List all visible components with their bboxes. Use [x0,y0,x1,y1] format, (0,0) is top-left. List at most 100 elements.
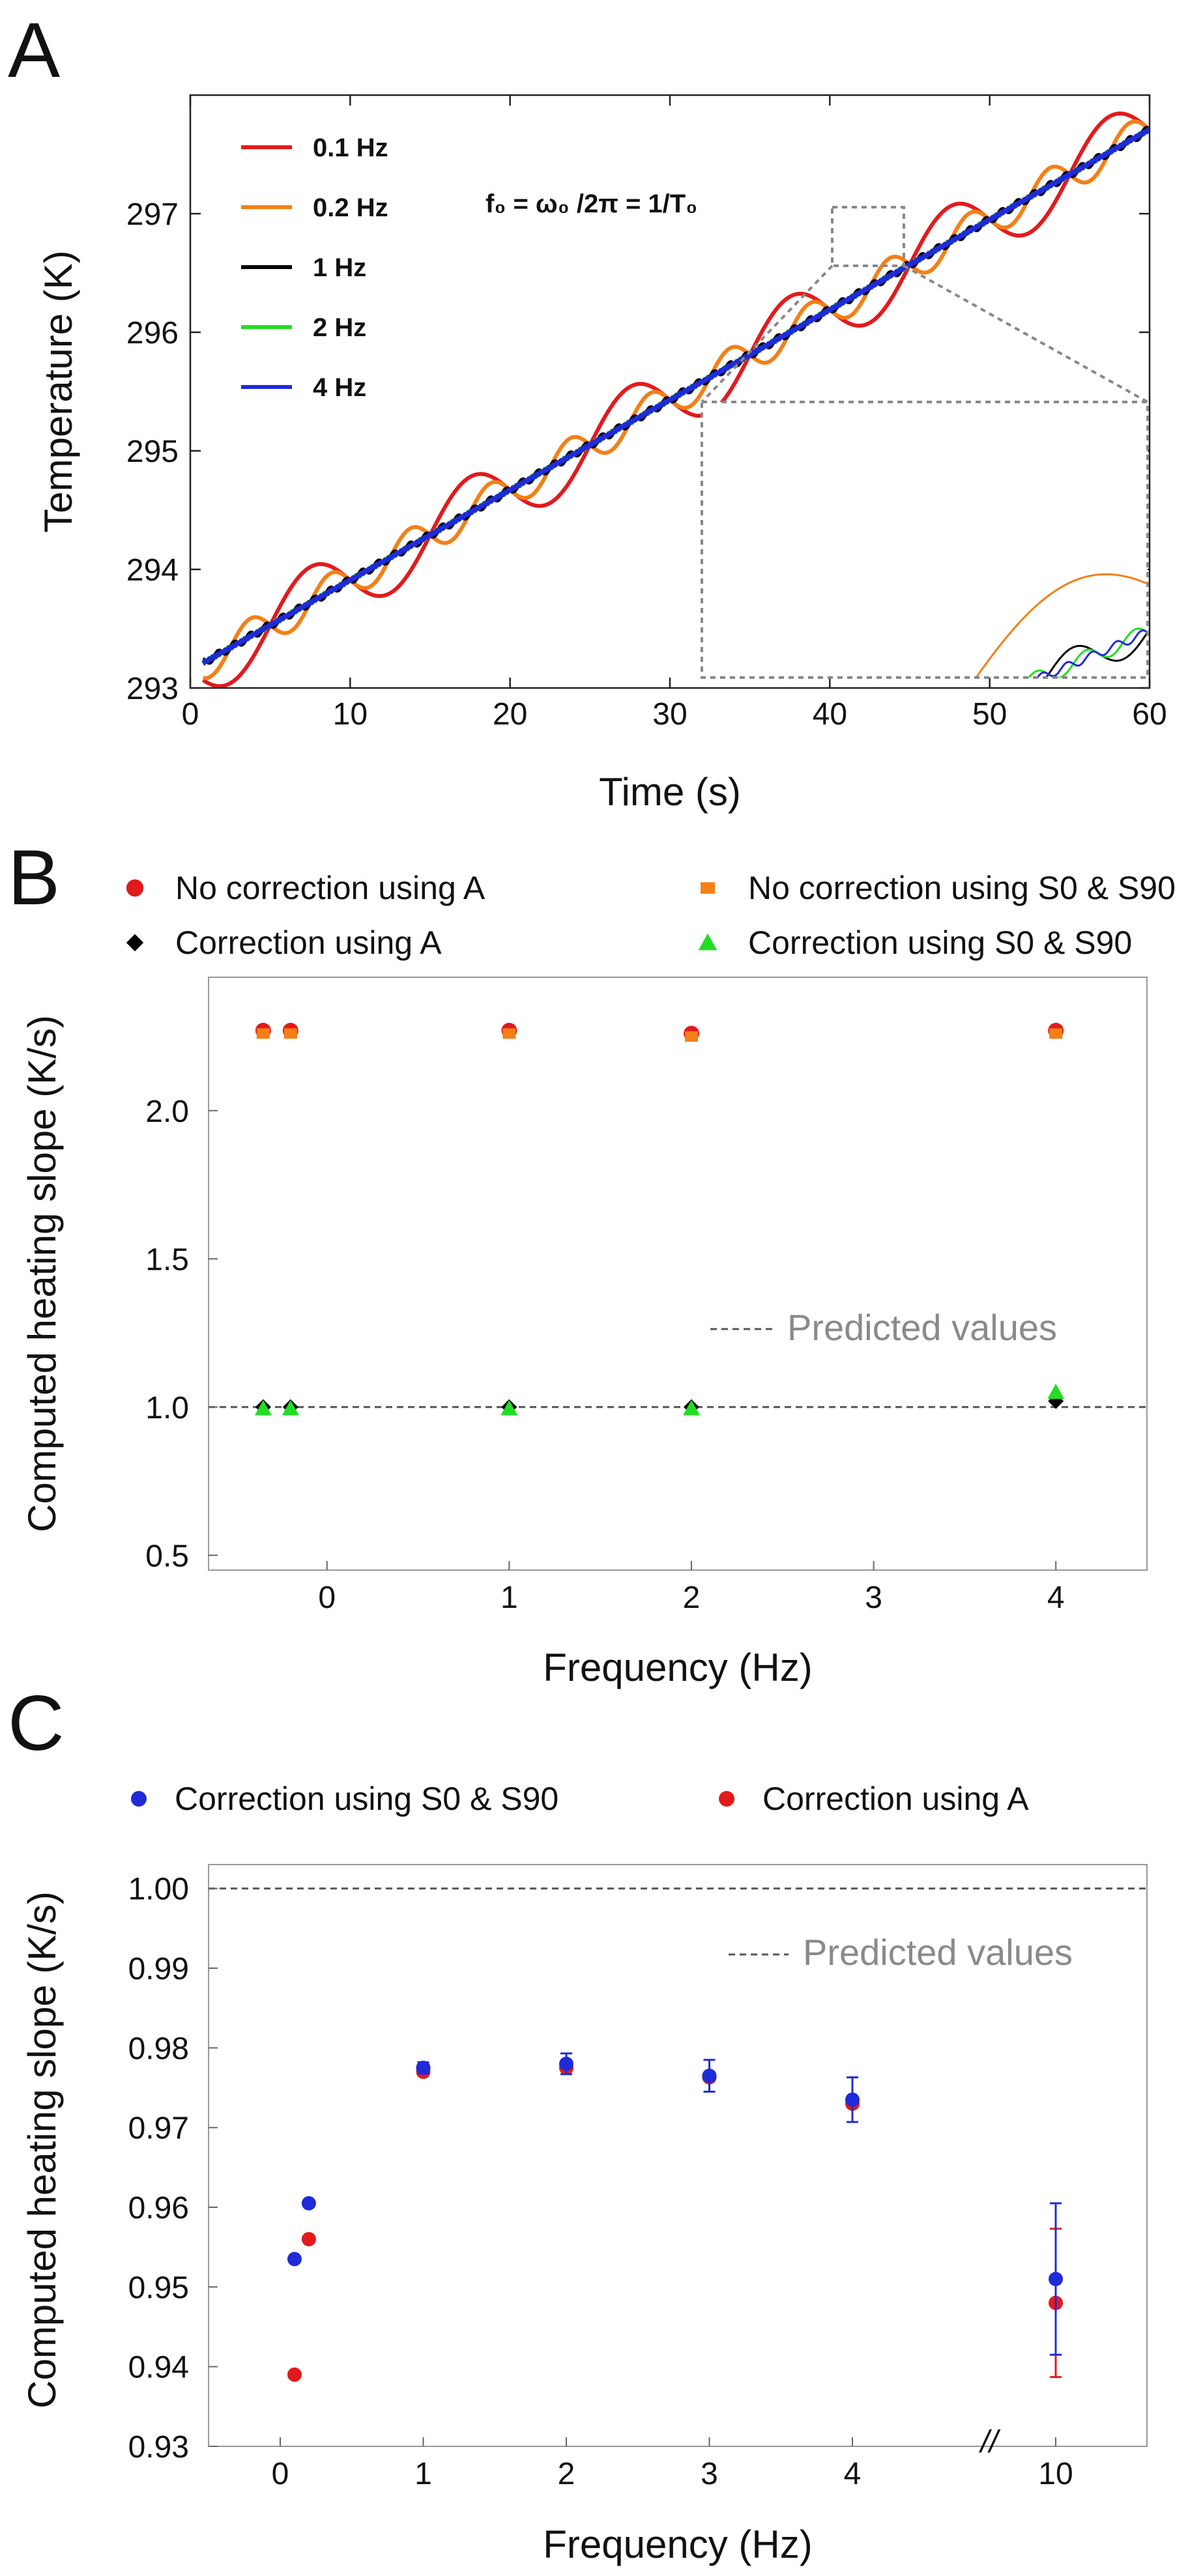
y-tick-label: 0.95 [128,2270,189,2305]
legend-label: No correction using S0 & S90 [748,870,1176,906]
panel-a-xlabel: Time (s) [599,770,741,814]
x-tick-label: 0 [272,2457,289,2491]
x-tick-label: 20 [493,697,527,732]
x-tick-label: 4 [844,2457,862,2491]
y-tick-label: 295 [126,435,179,469]
x-tick-label: 30 [652,697,687,732]
y-tick-label: 294 [126,553,179,588]
y-tick-label: 297 [126,197,179,232]
x-tick-label: 0 [318,1581,336,1615]
zoom-connector-left [701,265,833,403]
x-tick-label: 40 [813,697,847,732]
panel-b-xlabel: Frequency (Hz) [543,1646,812,1689]
data-point-triangle [682,1400,700,1416]
y-tick-label: 1.0 [145,1391,189,1425]
x-tick-label: 1 [414,2457,432,2491]
data-point [416,2060,431,2075]
zoom-inset [692,573,1157,895]
panel-c-chart: Correction using S0 & S90 Correction usin… [20,1781,1148,2566]
legend-label: 2 Hz [313,313,366,342]
inset-frame [701,401,1149,679]
panel-b-chart: No correction using A No correction using… [20,870,1176,1689]
panel-b-predicted-label: Predicted values [787,1307,1057,1348]
series-line-4-Hz [201,126,1150,666]
x-tick-label: 3 [865,1581,882,1615]
zoom-region-box [831,206,905,267]
x-tick-label: 10 [1038,2457,1073,2491]
data-point-square [701,882,715,894]
y-tick-label: 0.93 [128,2430,189,2465]
data-point-square [502,1028,516,1039]
panel-label-a: A [8,7,60,94]
legend-label: 4 Hz [313,373,366,402]
y-tick-label: 0.94 [128,2351,189,2385]
data-point [301,2231,316,2246]
data-point [301,2196,316,2211]
y-tick-label: 0.98 [128,2031,189,2066]
data-point-triangle [282,1400,299,1416]
y-tick-label: 2.0 [145,1095,189,1129]
x-tick-label: 3 [701,2457,718,2491]
data-point-triangle [500,1400,518,1416]
data-point-square [256,1028,270,1039]
inset-series-line [692,669,1157,895]
panel-b-legend: No correction using A No correction using… [126,870,1176,961]
legend-label: Correction using A [175,924,442,961]
inset-background [702,402,1148,678]
panel-c-frame [208,1864,1148,2447]
panel-label-c: C [8,1680,65,1767]
legend-swatch [131,1791,147,1807]
data-point-circle [126,879,144,897]
data-point-triangle [254,1400,272,1416]
x-tick-label: 2 [683,1581,701,1615]
inset-series-line [1027,627,1148,678]
panel-a-ylabel: Temperature (K) [36,250,80,532]
data-point [1049,2272,1063,2287]
data-point-square [684,1031,698,1042]
inset-series-line [974,573,1148,678]
legend-label: 0.2 Hz [313,193,388,222]
data-point-square [1049,1028,1063,1039]
panel-c-ylabel: Computed heating slope (K/s) [20,1891,64,2409]
y-tick-label: 0.5 [145,1539,189,1573]
legend-label: Correction using A [762,1781,1029,1817]
panel-a-chart: 0 10 20 30 40 50 60 293 294 295 296 297 Time (s) Te… [36,94,1167,895]
panel-c-predicted-label: Predicted values [803,1932,1073,1973]
x-tick-label: 10 [333,697,368,732]
y-tick-label: 1.5 [145,1242,189,1277]
legend-label: Correction using S0 & S90 [748,924,1132,961]
x-tick-label: 4 [1047,1581,1065,1615]
x-tick-label: 60 [1132,697,1167,732]
data-point [702,2068,717,2083]
data-point-square [283,1028,297,1039]
x-tick-label: 1 [500,1581,518,1615]
data-point [845,2092,860,2107]
data-point [559,2056,573,2071]
panel-b-ylabel: Computed heating slope (K/s) [20,1015,64,1532]
y-tick-label: 0.97 [128,2111,189,2146]
panel-a-annotation: f₀ = ω₀ /2π = 1/T₀ [486,190,697,218]
y-tick-label: 296 [126,316,179,351]
data-point-triangle [1047,1384,1065,1399]
legend-label: 0.1 Hz [313,134,388,162]
legend-label: 1 Hz [313,253,366,282]
inset-series-line [1036,629,1148,678]
x-tick-label: 2 [558,2457,575,2491]
data-point [287,2252,302,2267]
y-tick-label: 293 [126,672,179,706]
inset-series-line [1045,630,1148,678]
panel-a-legend: 0.1 Hz 0.2 Hz 1 Hz 2 Hz 4 Hz [241,134,388,402]
x-tick-label: 0 [182,697,199,732]
x-tick-label: 50 [972,697,1007,732]
data-point-triangle [698,933,717,951]
panel-c-legend: Correction using S0 & S90 Correction usin… [131,1781,1029,1817]
y-tick-label: 1.00 [128,1872,189,1907]
y-tick-label: 0.96 [128,2191,189,2225]
data-point-diamond [126,934,144,952]
panel-label-b: B [8,834,60,921]
y-tick-label: 0.99 [128,1952,189,1986]
panel-c-xlabel: Frequency (Hz) [543,2523,812,2566]
legend-swatch [719,1791,734,1807]
zoom-connector-right [903,265,1148,403]
panel-b-frame [208,977,1148,1571]
